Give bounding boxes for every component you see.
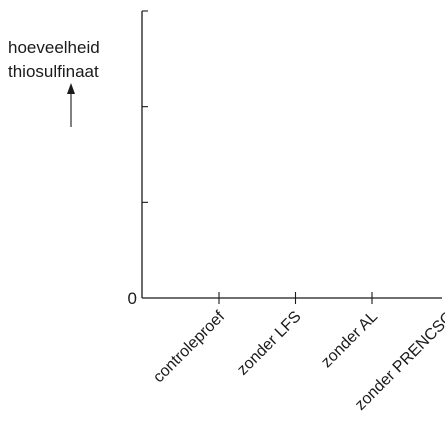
y-axis-label-line-1: hoeveelheid: [8, 38, 100, 57]
x-axis-ticks: [218, 292, 373, 304]
category-label: zonder AL: [318, 308, 381, 371]
category-label: zonder LFS: [234, 308, 305, 379]
y-zero-label: 0: [128, 289, 137, 308]
up-arrow-icon: [67, 83, 75, 127]
category-label: controleproef: [150, 308, 228, 386]
y-axis-ticks: [142, 10, 148, 203]
y-axis-label-line-2: thiosulfinaat: [8, 62, 99, 81]
